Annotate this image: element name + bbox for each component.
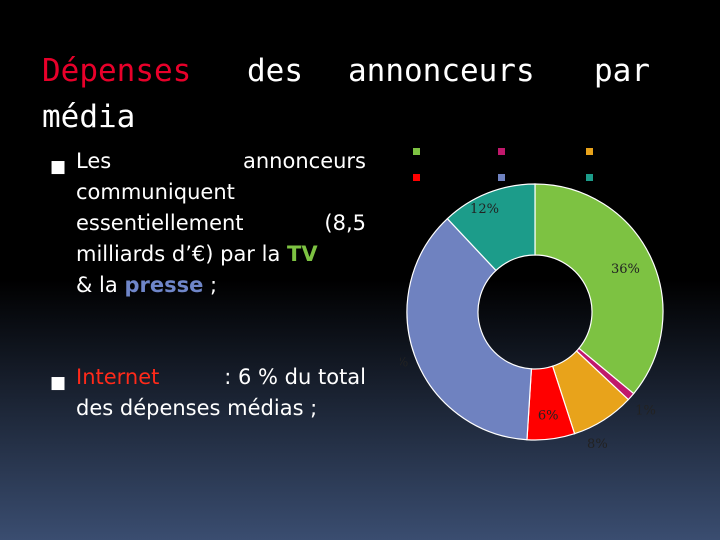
highlight-presse: presse — [124, 273, 204, 297]
bullet-word: communiquent — [76, 180, 235, 204]
title-word: des — [247, 53, 303, 89]
legend-swatch — [413, 148, 420, 155]
bullet-line: Internet : 6 % du total — [76, 362, 366, 393]
bullet-text: Les annonceurs communiquent essentiellem… — [76, 146, 366, 301]
donut-slice — [406, 217, 533, 441]
bullet-line: des dépenses médias ; — [76, 393, 366, 424]
legend-swatch — [413, 174, 420, 181]
bullet-text: Internet : 6 % du total des dépenses méd… — [76, 362, 366, 424]
bullet-word: ; — [210, 273, 218, 297]
slice-label: 1% — [635, 404, 656, 419]
bullet-word: annonceurs — [243, 149, 366, 173]
bullet-word: & la — [76, 273, 118, 297]
title-word: annonceurs — [348, 53, 535, 89]
bullet-line: milliards d’€) par la TV — [76, 239, 366, 270]
donut-chart: 36% 1% 8% 6% 37% 12% — [400, 148, 664, 450]
bullet-marker-icon: ■ — [50, 373, 67, 393]
legend-swatch — [586, 148, 593, 155]
donut-slice — [446, 183, 536, 272]
bullet-marker-icon: ■ — [50, 157, 67, 177]
slice-label: 6% — [538, 409, 559, 424]
legend-swatch — [586, 174, 593, 181]
bullet-line: Les annonceurs — [76, 146, 366, 177]
chart-legend — [413, 148, 593, 181]
slice-label: 8% — [587, 437, 608, 450]
bullet-word: milliards d’€) par la — [76, 242, 281, 266]
bullet-line: & la presse ; — [76, 270, 366, 301]
chart-labels: 36% 1% 8% 6% 37% 12% — [400, 202, 656, 450]
legend-swatch — [498, 148, 505, 155]
bullet-word: Les — [76, 149, 112, 173]
highlight-tv: TV — [287, 242, 318, 266]
highlight-internet: Internet — [76, 365, 160, 389]
legend-swatch — [498, 174, 505, 181]
bullet-word: des dépenses médias ; — [76, 396, 318, 420]
donut-slice — [534, 183, 664, 395]
slice-label: 37% — [400, 355, 408, 370]
title-word: par — [594, 53, 650, 89]
title-word: média — [42, 99, 136, 135]
slice-label: 12% — [470, 202, 499, 217]
bullet-line: communiquent — [76, 177, 366, 208]
bullet-line: essentiellement (8,5 — [76, 208, 366, 239]
title-word: Dépenses — [42, 53, 192, 89]
slice-label: 36% — [611, 262, 640, 277]
bullet-word: essentiellement — [76, 211, 244, 235]
chart-slices — [406, 183, 664, 441]
bullet-word: (8,5 — [324, 211, 366, 235]
bullet-word: : 6 % du total — [224, 365, 366, 389]
